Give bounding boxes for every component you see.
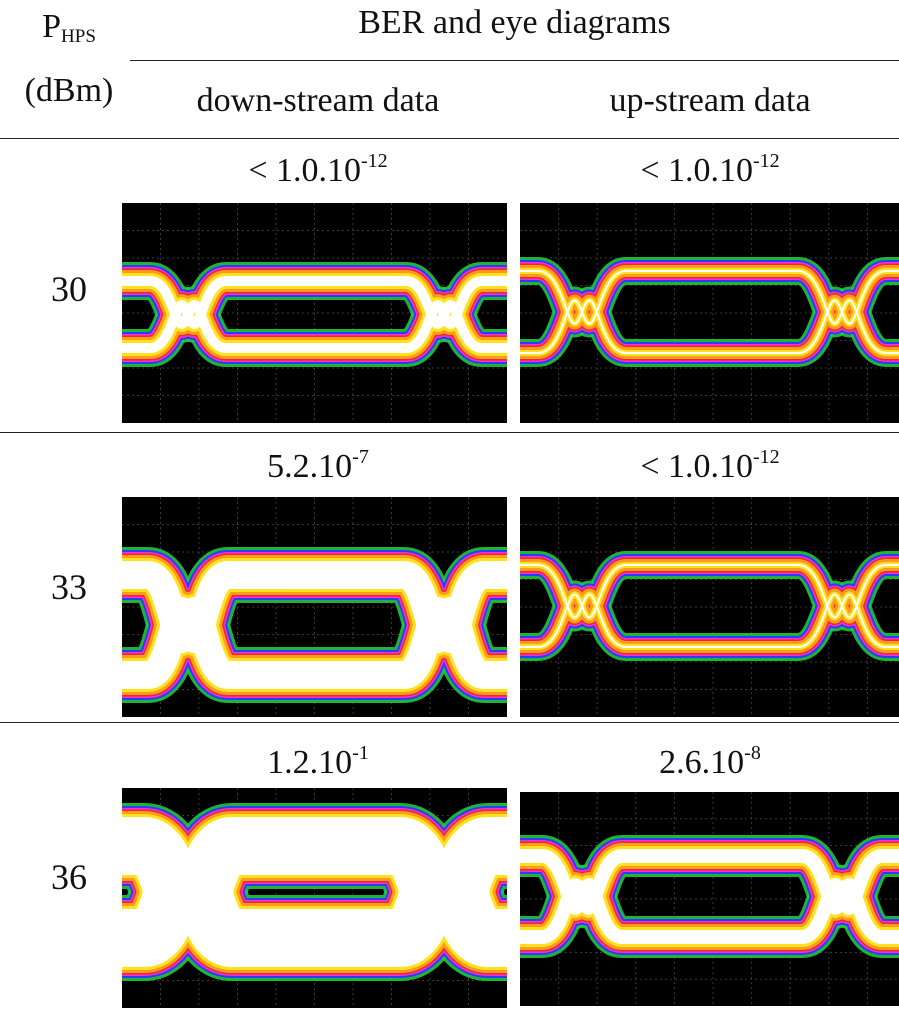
eye-diagram-row1-up <box>520 203 899 423</box>
row1-rule <box>0 432 899 433</box>
power-value-row1: 30 <box>51 269 87 309</box>
power-subscript: HPS <box>61 26 96 47</box>
eye-plot <box>520 203 899 423</box>
power-value-row3: 36 <box>51 857 87 897</box>
eye-plot <box>122 497 507 717</box>
eye-plot <box>122 203 507 423</box>
power-value-row2: 33 <box>51 567 87 607</box>
eye-plot <box>520 497 899 717</box>
ber-down-row3: 1.2.10-1 <box>267 742 369 781</box>
eye-diagram-row2-down <box>122 497 507 717</box>
power-header: PHPS <box>14 8 124 47</box>
ber-up-row2: < 1.0.10-12 <box>640 446 780 485</box>
col-title-up: up-stream data <box>609 82 811 119</box>
ber-up-row1: < 1.0.10-12 <box>640 150 780 189</box>
row2-rule <box>0 722 899 723</box>
eye-diagram-row2-up <box>520 497 899 717</box>
ber-down-row1: < 1.0.10-12 <box>248 150 388 189</box>
eye-diagram-row1-down <box>122 203 507 423</box>
col-title-down: down-stream data <box>196 82 440 119</box>
power-unit: (dBm) <box>24 72 114 109</box>
ber-down-row2: 5.2.10-7 <box>267 446 369 485</box>
eye-plot <box>520 792 899 1006</box>
ber-up-row3: 2.6.10-8 <box>659 742 761 781</box>
group-title: BER and eye diagrams <box>358 4 671 41</box>
group-rule <box>130 60 899 61</box>
eye-diagram-row3-down <box>122 788 507 1008</box>
eye-plot <box>122 788 507 1008</box>
header-rule <box>0 138 899 139</box>
eye-diagram-row3-up <box>520 792 899 1006</box>
power-symbol: P <box>42 8 62 45</box>
